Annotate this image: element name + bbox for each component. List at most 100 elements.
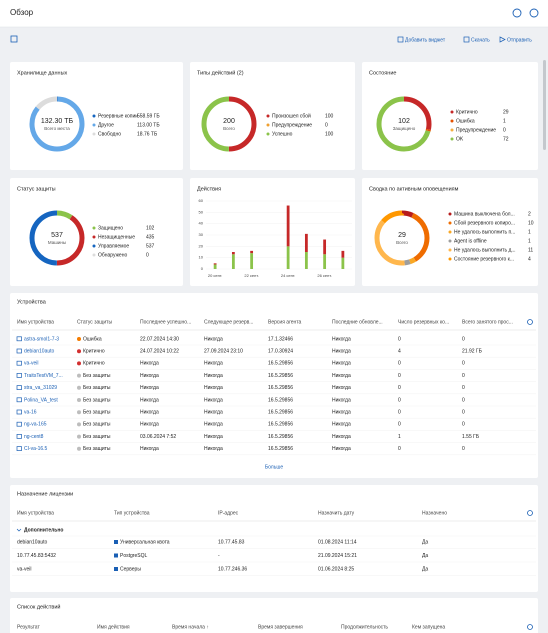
status-icon	[77, 349, 81, 354]
donut-segment	[29, 210, 85, 266]
widget-card	[190, 62, 355, 170]
x-tick-label: 24 сент.	[281, 273, 296, 278]
donut-caption: Всего места	[44, 126, 70, 131]
device-name[interactable]: Polina_VA_test	[24, 397, 58, 403]
legend-label: Свободно	[98, 131, 121, 137]
legend-label: Критично	[456, 109, 478, 115]
cell-text: 01.08.2024 11:14	[318, 539, 357, 545]
x-tick-label: 20 сент.	[208, 273, 223, 278]
column-header: Назначить дату	[318, 510, 355, 516]
cell-text: 0	[398, 361, 401, 367]
legend-label: Обнаружено	[98, 252, 127, 258]
status-icon	[77, 337, 81, 341]
device-name[interactable]: ng-cent8	[24, 434, 44, 440]
status-icon	[77, 410, 81, 415]
legend-dot	[266, 114, 270, 118]
settings-icon[interactable]	[527, 319, 533, 325]
cell-text: 0	[462, 373, 465, 379]
bar-segment	[286, 205, 290, 247]
device-name[interactable]: astra-smol1-7-3	[24, 336, 59, 342]
legend-label: Ошибка	[456, 118, 475, 124]
cell-text: Никогда	[204, 410, 223, 416]
widget-title: Статус защиты	[17, 186, 56, 192]
send-icon[interactable]	[499, 36, 506, 43]
cell-text: Никогда	[204, 446, 223, 452]
user-icon[interactable]	[529, 8, 539, 18]
cell-text: Никогда	[140, 422, 159, 428]
legend-label: Резервные копии	[98, 113, 138, 119]
bar-segment	[304, 252, 308, 269]
settings-icon[interactable]	[527, 510, 533, 516]
legend-dot	[92, 235, 96, 239]
donut-caption: Всего	[396, 240, 408, 245]
cell-text: Да	[422, 539, 428, 545]
legend-dot	[266, 123, 270, 127]
status-icon	[77, 422, 81, 427]
device-name[interactable]: va-16	[24, 410, 37, 416]
legend-dot	[448, 257, 452, 261]
y-tick-label: 10	[199, 255, 204, 260]
device-icon	[16, 360, 22, 366]
cell-text: 0	[462, 410, 465, 416]
cell-text: 10.77.45.83	[218, 539, 245, 545]
legend-value: 0	[325, 122, 328, 128]
donut-total: 200	[223, 118, 235, 125]
cell-text: debian10auto	[17, 539, 48, 545]
cell-text: Никогда	[204, 361, 223, 367]
cell-text: 17.1.32466	[268, 336, 293, 342]
type-icon	[114, 540, 118, 544]
expand-icon[interactable]	[10, 35, 18, 43]
cell-text: Никогда	[140, 373, 159, 379]
y-tick-label: 40	[199, 221, 204, 226]
legend-value: 1	[528, 229, 531, 235]
cell-text: 01.06.2024 8:25	[318, 566, 354, 572]
cell-text: Серверы	[120, 566, 141, 572]
help-icon[interactable]	[512, 8, 522, 18]
legend-dot	[92, 123, 96, 127]
top-bar	[0, 0, 548, 27]
add-widget-button[interactable]: Добавить виджет	[405, 37, 446, 43]
cell-text: 1	[398, 434, 401, 440]
download-button[interactable]: Скачать	[471, 37, 490, 43]
more-link[interactable]: Больше	[265, 464, 283, 470]
column-header: Последние обновле...	[332, 319, 383, 325]
legend-dot	[92, 226, 96, 230]
cell-text: 0	[462, 422, 465, 428]
x-tick-label: 26 сент.	[317, 273, 332, 278]
section-title: Устройства	[17, 298, 47, 305]
device-name[interactable]: debian10auto	[24, 349, 55, 355]
settings-icon[interactable]	[527, 624, 533, 630]
download-icon[interactable]	[463, 36, 470, 43]
bar-segment	[231, 252, 235, 255]
cell-text: 1.55 ГБ	[462, 434, 480, 440]
device-name[interactable]: CI-va-16.5	[24, 446, 48, 452]
legend-value: 1	[503, 118, 506, 124]
device-name[interactable]: TraitsTestVM_7...	[24, 373, 63, 379]
legend-value: 558.59 ГБ	[137, 113, 160, 119]
device-name[interactable]: va-veil	[24, 361, 38, 367]
cell-text: Никогда	[332, 361, 351, 367]
donut-segment	[374, 210, 430, 266]
column-header: Назначено	[422, 510, 447, 516]
widget-title: Хранилище данных	[17, 70, 68, 76]
send-button[interactable]: Отправить	[507, 37, 532, 43]
add-widget-icon[interactable]	[397, 36, 404, 43]
device-name[interactable]: ng-va-165	[24, 422, 47, 428]
legend-value: 435	[146, 234, 155, 240]
legend-dot	[92, 132, 96, 136]
y-tick-label: 20	[199, 243, 204, 248]
cell-text: Никогда	[332, 434, 351, 440]
legend-dot	[92, 253, 96, 257]
status-text: Без защиты	[83, 434, 111, 440]
cell-text: Никогда	[140, 446, 159, 452]
cell-text: 16.5.29856	[268, 397, 293, 403]
cell-text: 0	[462, 446, 465, 452]
status-text: Без защиты	[83, 385, 111, 391]
bar-segment	[304, 233, 308, 252]
group-chevron[interactable]	[16, 528, 22, 532]
column-header: Последнее успешно...	[140, 319, 191, 325]
device-name[interactable]: stra_va_31029	[24, 385, 57, 391]
legend-dot	[448, 239, 452, 243]
cell-text: Никогда	[204, 385, 223, 391]
